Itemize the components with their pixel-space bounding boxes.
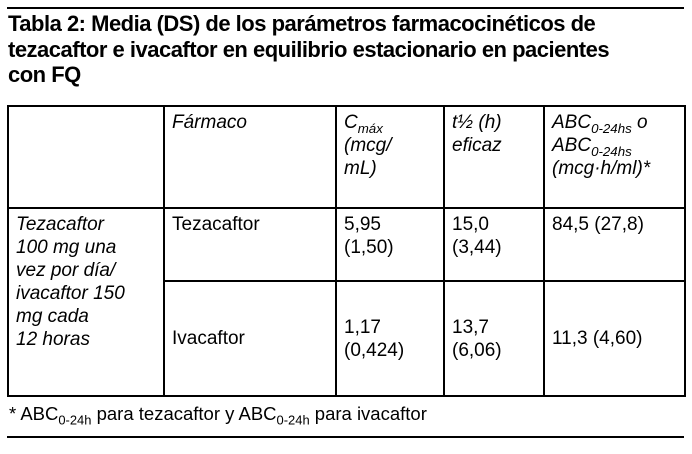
pharmacokinetics-table: Fármaco Cmáx (mcg/ mL) t½ (h) eficaz ABC… (7, 105, 686, 397)
cmax-subscript: máx (357, 120, 383, 136)
header-thalf: t½ (h) eficaz (443, 105, 545, 209)
abc1-symbol: ABC (552, 112, 592, 133)
cmax-symbol: C (344, 112, 358, 133)
top-rule (7, 7, 684, 9)
abc2-symbol: ABC (552, 135, 592, 156)
cmax-unit-line2: mL) (344, 158, 377, 179)
abc1-subscript: 0-24hs (591, 120, 632, 136)
thalf-value-ivacaftor: 13,7 (6,06) (443, 280, 545, 397)
bottom-rule (7, 436, 684, 438)
drug-name-tezacaftor: Tezacaftor (163, 207, 337, 282)
abc-line1: ABC0-24hs o (552, 111, 677, 136)
dose-regimen-cell: Tezacaftor 100 mg una vez por día/ ivaca… (7, 207, 165, 397)
footnote-prefix: * ABC (9, 403, 59, 424)
table-title: Tabla 2: Media (DS) de los parámetros fa… (8, 11, 610, 87)
footnote-subscript-1: 0-24h (58, 412, 92, 428)
table-row-ivacaftor: Ivacaftor 1,17 (0,424) 13,7 (6,06) 11,3 … (8, 280, 686, 397)
cmax-value-tezacaftor: 5,95 (1,50) (335, 207, 445, 282)
abc-value-ivacaftor: 11,3 (4,60) (543, 280, 686, 397)
cmax-value-ivacaftor: 1,17 (0,424) (335, 280, 445, 397)
abc-unit: (mcg·h/ml)* (552, 158, 651, 179)
footnote-middle: para tezacaftor y ABC (91, 403, 277, 424)
abc-line2: ABC0-24hs (552, 134, 677, 159)
header-cmax: Cmáx (mcg/ mL) (335, 105, 445, 209)
footnote-suffix: para ivacaftor (309, 403, 427, 424)
cmax-unit-line1: (mcg/ (344, 135, 392, 156)
abc-conjunction: o (631, 112, 648, 133)
drug-name-ivacaftor: Ivacaftor (163, 280, 337, 397)
abc-value-tezacaftor: 84,5 (27,8) (543, 207, 686, 282)
footnote: * ABC0-24h para tezacaftor y ABC0-24h pa… (9, 402, 427, 428)
thalf-value-tezacaftor: 15,0 (3,44) (443, 207, 545, 282)
cmax-line1: Cmáx (344, 111, 436, 136)
footnote-subscript-2: 0-24h (276, 412, 310, 428)
abc2-subscript: 0-24hs (591, 143, 632, 159)
header-drug: Fármaco (163, 105, 337, 209)
table-header-row: Fármaco Cmáx (mcg/ mL) t½ (h) eficaz ABC… (7, 105, 686, 209)
header-abc: ABC0-24hs o ABC0-24hs (mcg·h/ml)* (543, 105, 686, 209)
header-empty-cell (7, 105, 165, 209)
table-row-tezacaftor: Tezacaftor 100 mg una vez por día/ ivaca… (7, 207, 686, 397)
